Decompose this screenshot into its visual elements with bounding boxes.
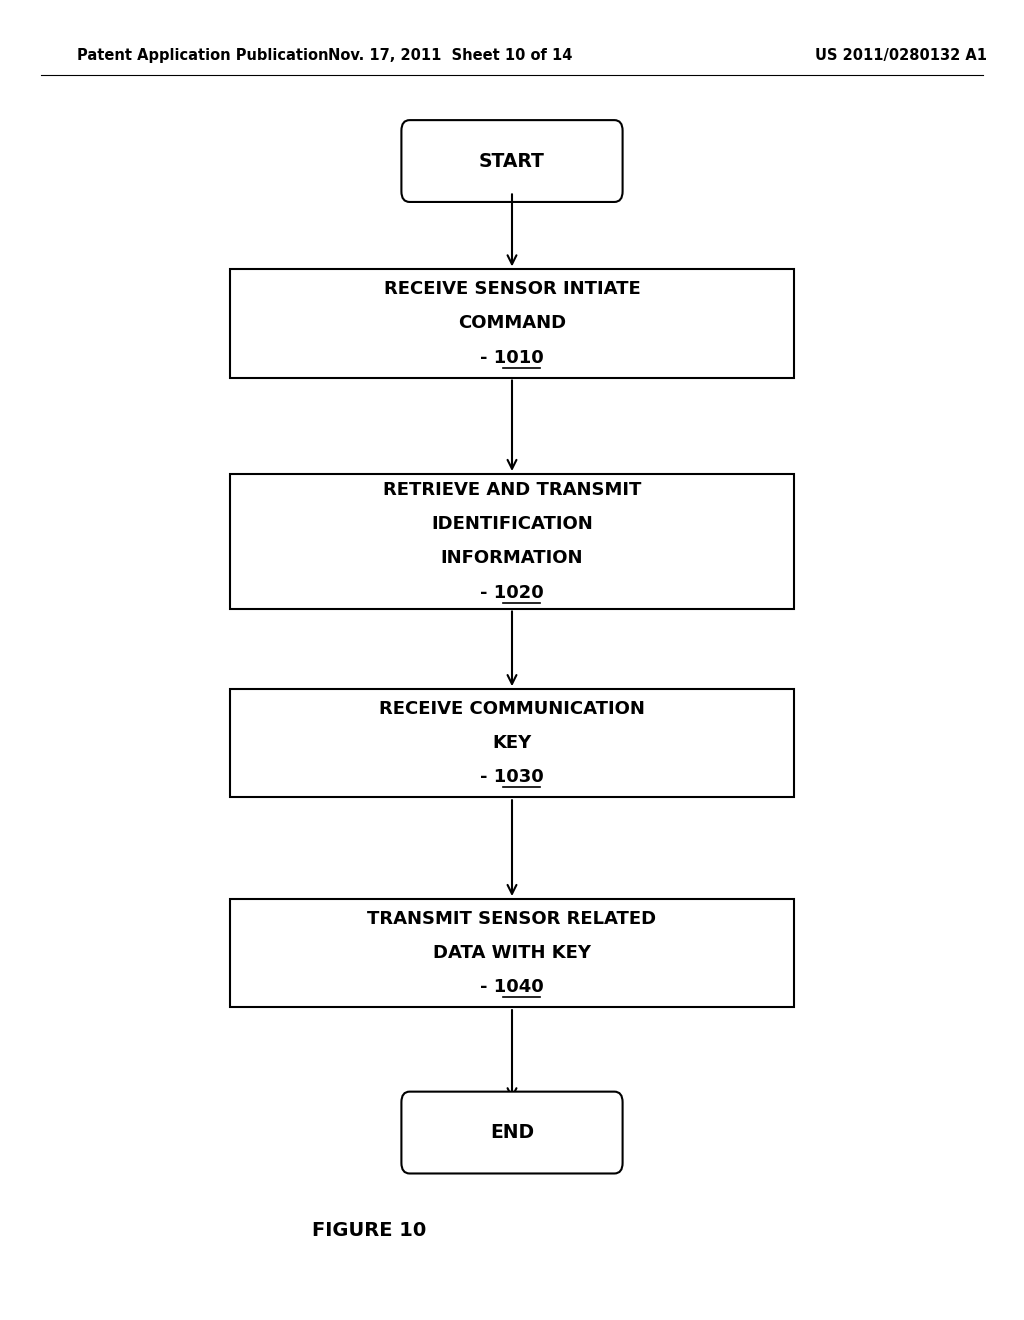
Text: FIGURE 10: FIGURE 10	[311, 1221, 426, 1239]
Text: END: END	[489, 1123, 535, 1142]
Bar	[230, 689, 794, 797]
Text: - 1010: - 1010	[480, 348, 544, 367]
Text: - 1040: - 1040	[480, 978, 544, 997]
Text: COMMAND: COMMAND	[458, 314, 566, 333]
Text: DATA WITH KEY: DATA WITH KEY	[433, 944, 591, 962]
Text: RECEIVE SENSOR INTIATE: RECEIVE SENSOR INTIATE	[384, 280, 640, 298]
Text: TRANSMIT SENSOR RELATED: TRANSMIT SENSOR RELATED	[368, 909, 656, 928]
FancyBboxPatch shape	[401, 1092, 623, 1173]
Text: IDENTIFICATION: IDENTIFICATION	[431, 515, 593, 533]
Text: RECEIVE COMMUNICATION: RECEIVE COMMUNICATION	[379, 700, 645, 718]
Bar	[230, 474, 794, 609]
Text: Patent Application Publication: Patent Application Publication	[77, 48, 329, 63]
Text: - 1020: - 1020	[480, 583, 544, 602]
Text: RETRIEVE AND TRANSMIT: RETRIEVE AND TRANSMIT	[383, 480, 641, 499]
Bar	[230, 269, 794, 378]
Text: INFORMATION: INFORMATION	[440, 549, 584, 568]
Text: Nov. 17, 2011  Sheet 10 of 14: Nov. 17, 2011 Sheet 10 of 14	[329, 48, 572, 63]
Text: - 1030: - 1030	[480, 768, 544, 787]
Text: US 2011/0280132 A1: US 2011/0280132 A1	[815, 48, 987, 63]
FancyBboxPatch shape	[401, 120, 623, 202]
Text: START: START	[479, 152, 545, 170]
Text: KEY: KEY	[493, 734, 531, 752]
Bar	[230, 899, 794, 1007]
